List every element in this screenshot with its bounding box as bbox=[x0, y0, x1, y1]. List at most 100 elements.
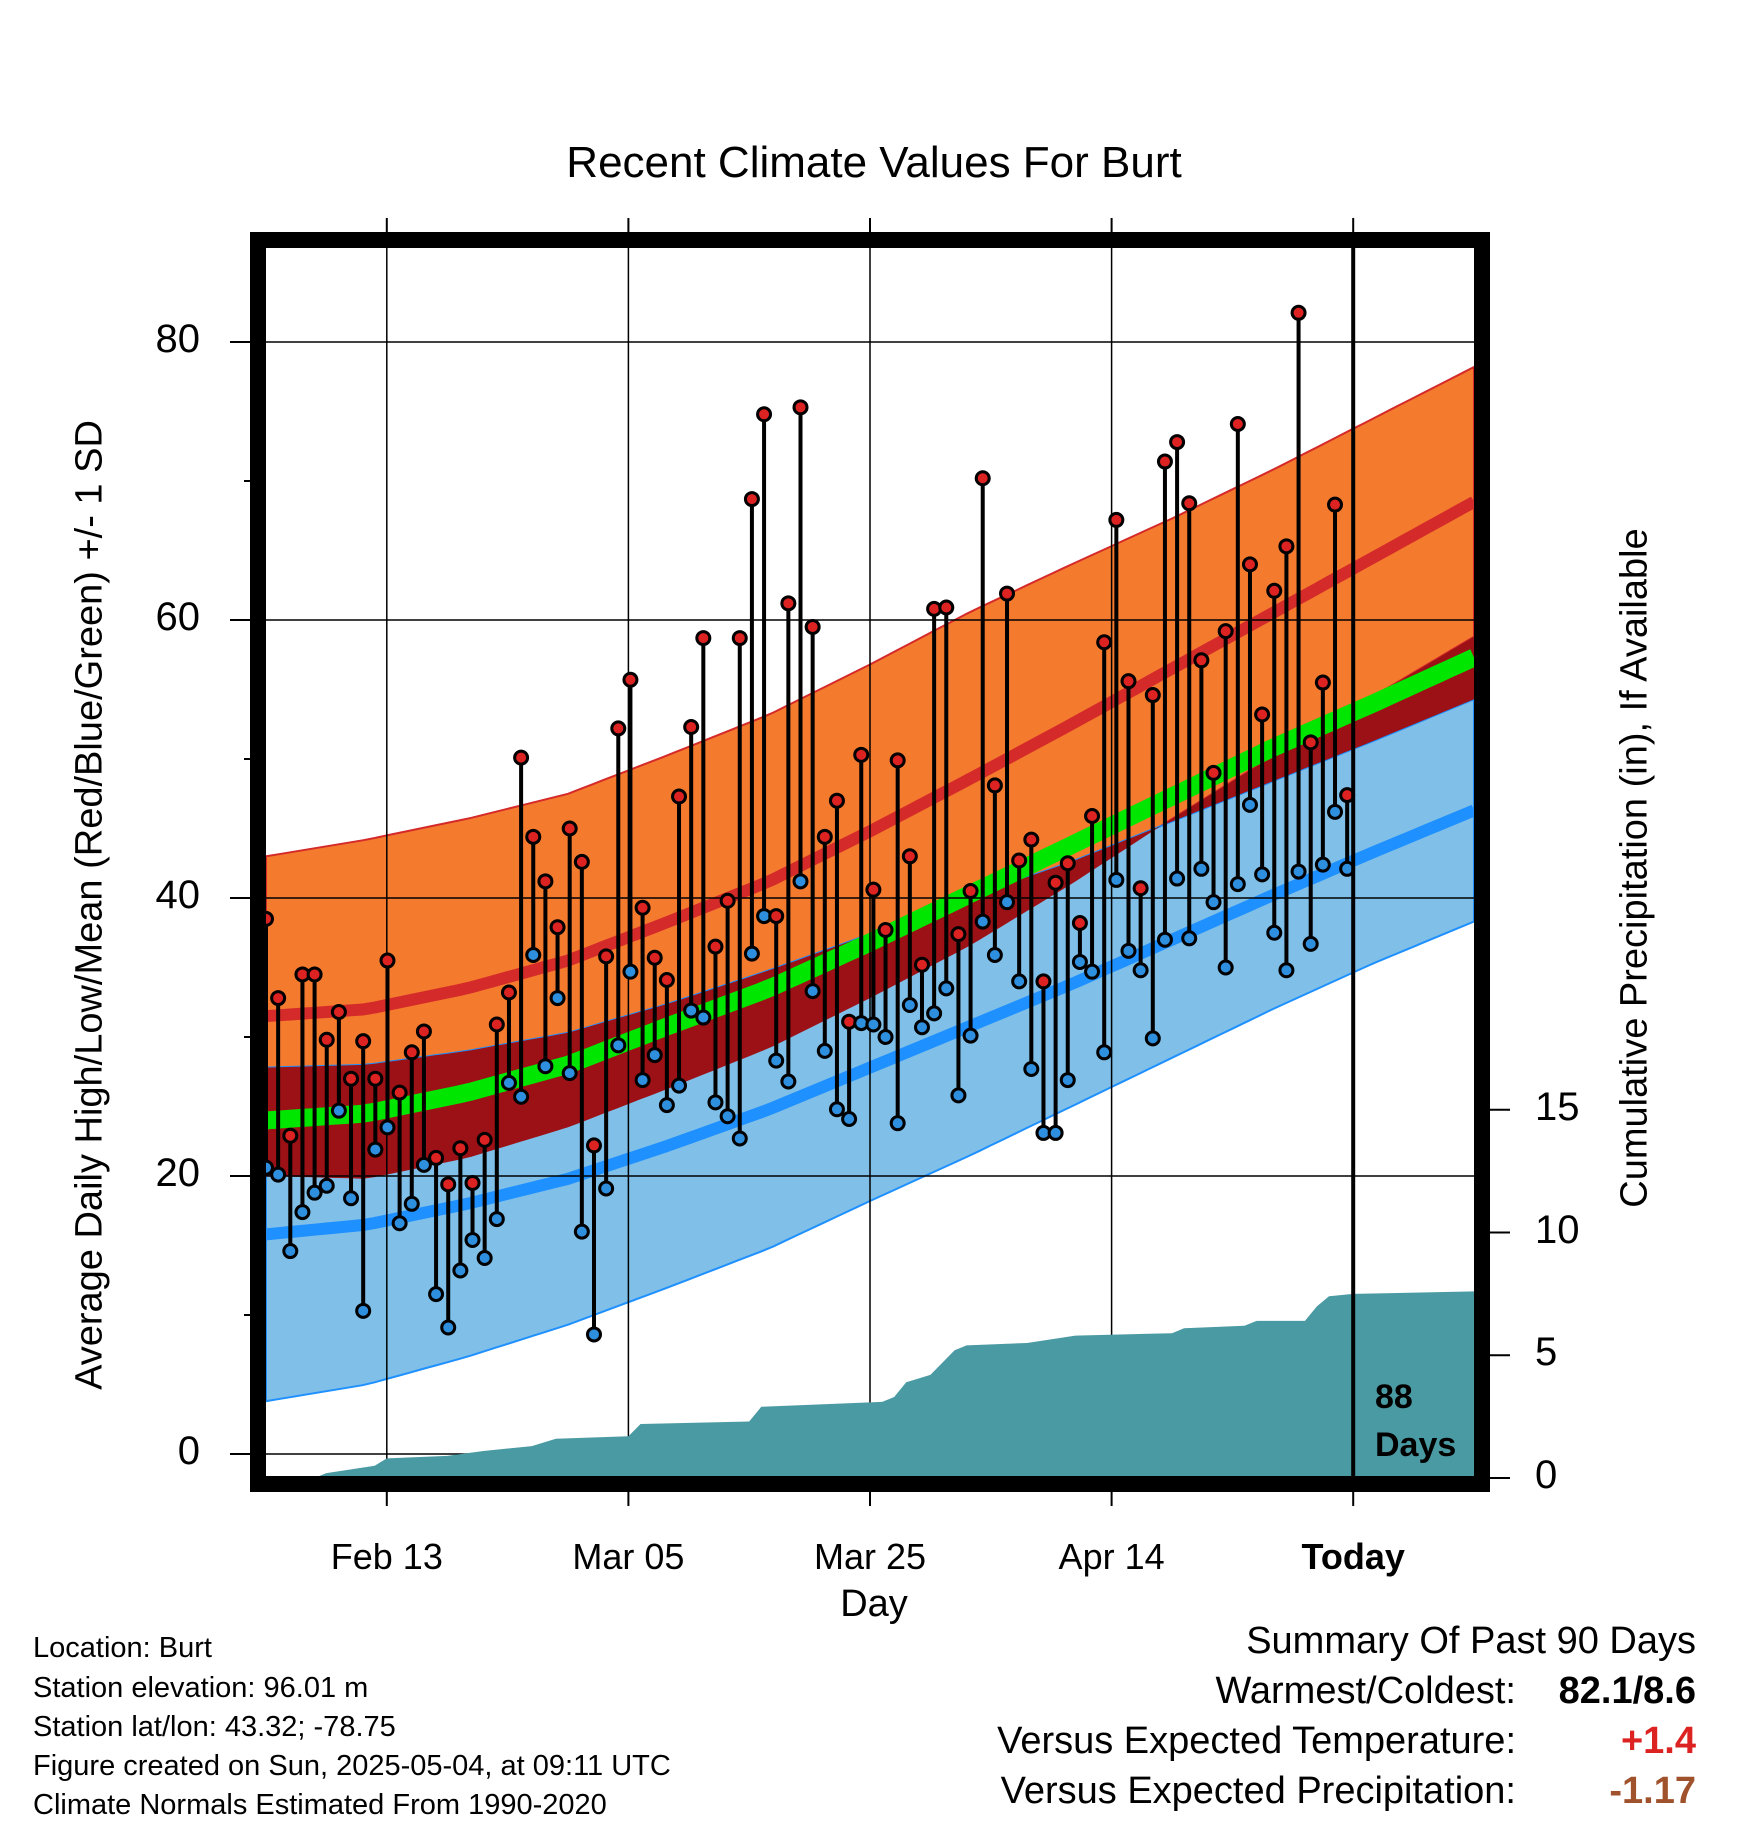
obs-low-point-68 bbox=[1084, 963, 1101, 980]
obs-high-point-32 bbox=[646, 949, 663, 966]
summary-precip-row: Versus Expected Precipitation: -1.17 bbox=[1001, 1770, 1696, 1813]
obs-low-point-35 bbox=[683, 1002, 700, 1019]
obs-low-point-67 bbox=[1071, 953, 1088, 970]
obs-low-point-37 bbox=[707, 1094, 724, 1111]
obs-low-point-27 bbox=[585, 1326, 602, 1343]
ytick-label-80: 80 bbox=[155, 317, 201, 361]
obs-low-point-19 bbox=[488, 1211, 505, 1228]
obs-low-point-72 bbox=[1132, 962, 1149, 979]
y2-axis-label: Cumulative Precipitation (in), If Availa… bbox=[1613, 528, 1656, 1208]
summary-warm-cold-value: 82.1/8.6 bbox=[1558, 1670, 1696, 1712]
obs-low-point-47 bbox=[828, 1101, 845, 1118]
obs-high-point-70 bbox=[1108, 511, 1125, 528]
obs-high-point-57 bbox=[950, 926, 967, 943]
obs-high-point-82 bbox=[1254, 706, 1271, 723]
obs-low-point-20 bbox=[500, 1074, 517, 1091]
y2tick-label-5: 5 bbox=[1535, 1330, 1558, 1375]
xtick-label-Mar 05: Mar 05 bbox=[572, 1536, 685, 1577]
y-axis-label: Average Daily High/Low/Mean (Red/Blue/Gr… bbox=[68, 420, 111, 1390]
obs-high-point-12 bbox=[403, 1044, 420, 1061]
footer-normals-note: Climate Normals Estimated From 1990-2020 bbox=[33, 1789, 607, 1821]
obs-high-point-23 bbox=[537, 873, 554, 890]
obs-high-point-84 bbox=[1278, 538, 1295, 555]
obs-low-point-34 bbox=[671, 1077, 688, 1094]
obs-high-point-11 bbox=[391, 1084, 408, 1101]
footer-location: Location: Burt bbox=[33, 1632, 212, 1664]
obs-high-point-40 bbox=[743, 491, 760, 508]
obs-low-point-84 bbox=[1278, 962, 1295, 979]
obs-low-point-3 bbox=[294, 1204, 311, 1221]
obs-low-point-13 bbox=[415, 1156, 432, 1173]
xtick-label-Apr 14: Apr 14 bbox=[1058, 1536, 1165, 1577]
obs-high-point-7 bbox=[343, 1070, 360, 1087]
obs-low-point-69 bbox=[1096, 1044, 1113, 1061]
obs-low-point-5 bbox=[318, 1177, 335, 1194]
obs-high-point-66 bbox=[1059, 855, 1076, 872]
xtick-label-Mar 25: Mar 25 bbox=[813, 1536, 927, 1577]
obs-high-point-14 bbox=[428, 1149, 445, 1166]
summary-temp-value: +1.4 bbox=[1620, 1720, 1696, 1762]
obs-high-point-18 bbox=[476, 1131, 493, 1148]
obs-high-point-30 bbox=[622, 671, 639, 688]
obs-high-point-24 bbox=[549, 919, 566, 936]
precip-area bbox=[319, 1291, 1474, 1476]
obs-high-point-80 bbox=[1229, 416, 1246, 433]
obs-high-point-68 bbox=[1084, 807, 1101, 824]
obs-high-point-41 bbox=[756, 406, 773, 423]
summary-warm-cold-label: Warmest/Coldest: bbox=[1215, 1670, 1516, 1712]
obs-low-point-43 bbox=[780, 1073, 797, 1090]
obs-high-point-74 bbox=[1156, 453, 1173, 470]
obs-low-point-8 bbox=[355, 1302, 372, 1319]
obs-high-point-44 bbox=[792, 399, 809, 416]
obs-high-point-65 bbox=[1047, 874, 1064, 891]
obs-low-point-29 bbox=[610, 1037, 627, 1054]
obs-low-point-50 bbox=[865, 1016, 882, 1033]
obs-high-point-5 bbox=[318, 1031, 335, 1048]
days-unit-label: Days bbox=[1375, 1426, 1457, 1464]
summary-warm-cold-row: Warmest/Coldest: 82.1/8.6 bbox=[1215, 1670, 1696, 1713]
obs-high-point-27 bbox=[585, 1137, 602, 1154]
obs-low-point-18 bbox=[476, 1250, 493, 1267]
obs-high-point-20 bbox=[500, 984, 517, 1001]
obs-low-point-32 bbox=[646, 1047, 663, 1064]
summary-precip-value: -1.17 bbox=[1609, 1770, 1696, 1812]
obs-high-point-56 bbox=[938, 599, 955, 616]
obs-low-point-80 bbox=[1229, 876, 1246, 893]
obs-high-point-15 bbox=[440, 1176, 457, 1193]
summary-precip-label: Versus Expected Precipitation: bbox=[1000, 1770, 1516, 1812]
obs-high-point-34 bbox=[671, 788, 688, 805]
obs-high-point-35 bbox=[683, 719, 700, 736]
obs-low-point-78 bbox=[1205, 894, 1222, 911]
obs-high-point-83 bbox=[1266, 582, 1283, 599]
obs-low-point-88 bbox=[1327, 803, 1344, 820]
obs-low-point-81 bbox=[1241, 796, 1258, 813]
obs-low-point-4 bbox=[306, 1184, 323, 1201]
obs-low-point-56 bbox=[938, 980, 955, 997]
obs-low-point-16 bbox=[452, 1262, 469, 1279]
obs-high-point-26 bbox=[573, 853, 590, 870]
obs-high-point-87 bbox=[1314, 674, 1331, 691]
obs-high-point-46 bbox=[816, 828, 833, 845]
obs-high-point-31 bbox=[634, 899, 651, 916]
ytick-label-40: 40 bbox=[155, 873, 201, 917]
obs-low-point-45 bbox=[804, 983, 821, 1000]
obs-high-point-10 bbox=[379, 952, 396, 969]
obs-low-point-55 bbox=[926, 1005, 943, 1022]
obs-low-point-9 bbox=[367, 1141, 384, 1158]
obs-high-point-2 bbox=[282, 1127, 299, 1144]
obs-high-point-77 bbox=[1193, 652, 1210, 669]
obs-low-point-48 bbox=[841, 1111, 858, 1128]
obs-high-point-75 bbox=[1169, 434, 1186, 451]
summary-heading: Summary Of Past 90 Days bbox=[1246, 1620, 1696, 1662]
obs-low-point-39 bbox=[731, 1130, 748, 1147]
xtick-label-Feb 13: Feb 13 bbox=[330, 1536, 443, 1577]
y2tick-label-0: 0 bbox=[1535, 1453, 1558, 1497]
obs-high-point-47 bbox=[828, 792, 845, 809]
obs-high-point-45 bbox=[804, 618, 821, 635]
obs-high-point-22 bbox=[525, 828, 542, 845]
obs-high-point-38 bbox=[719, 892, 736, 909]
obs-high-point-39 bbox=[731, 630, 748, 647]
obs-high-point-6 bbox=[330, 1003, 347, 1020]
obs-low-point-26 bbox=[573, 1223, 590, 1240]
